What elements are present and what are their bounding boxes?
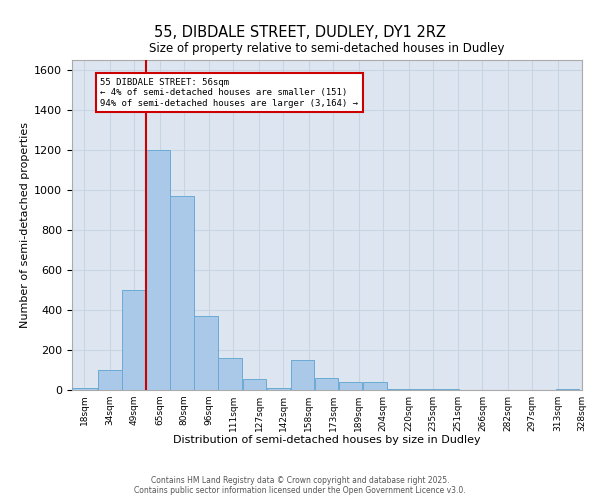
Bar — [266, 388, 290, 390]
Bar — [194, 316, 218, 390]
Bar — [339, 382, 362, 390]
Bar — [146, 150, 170, 390]
Bar — [218, 358, 242, 390]
Y-axis label: Number of semi-detached properties: Number of semi-detached properties — [20, 122, 30, 328]
Text: Contains HM Land Registry data © Crown copyright and database right 2025.
Contai: Contains HM Land Registry data © Crown c… — [134, 476, 466, 495]
Bar — [170, 196, 194, 390]
Bar — [315, 378, 338, 390]
Bar — [242, 379, 266, 390]
Bar — [98, 370, 122, 390]
Bar — [435, 389, 459, 390]
Bar — [363, 382, 386, 390]
Bar — [72, 388, 97, 390]
Bar — [122, 290, 146, 390]
Text: 55, DIBDALE STREET, DUDLEY, DY1 2RZ: 55, DIBDALE STREET, DUDLEY, DY1 2RZ — [154, 25, 446, 40]
Text: 55 DIBDALE STREET: 56sqm
← 4% of semi-detached houses are smaller (151)
94% of s: 55 DIBDALE STREET: 56sqm ← 4% of semi-de… — [100, 78, 358, 108]
Bar — [290, 360, 314, 390]
Bar — [411, 389, 435, 390]
Title: Size of property relative to semi-detached houses in Dudley: Size of property relative to semi-detach… — [149, 42, 505, 54]
Bar — [387, 389, 410, 390]
X-axis label: Distribution of semi-detached houses by size in Dudley: Distribution of semi-detached houses by … — [173, 436, 481, 446]
Bar — [556, 389, 580, 390]
